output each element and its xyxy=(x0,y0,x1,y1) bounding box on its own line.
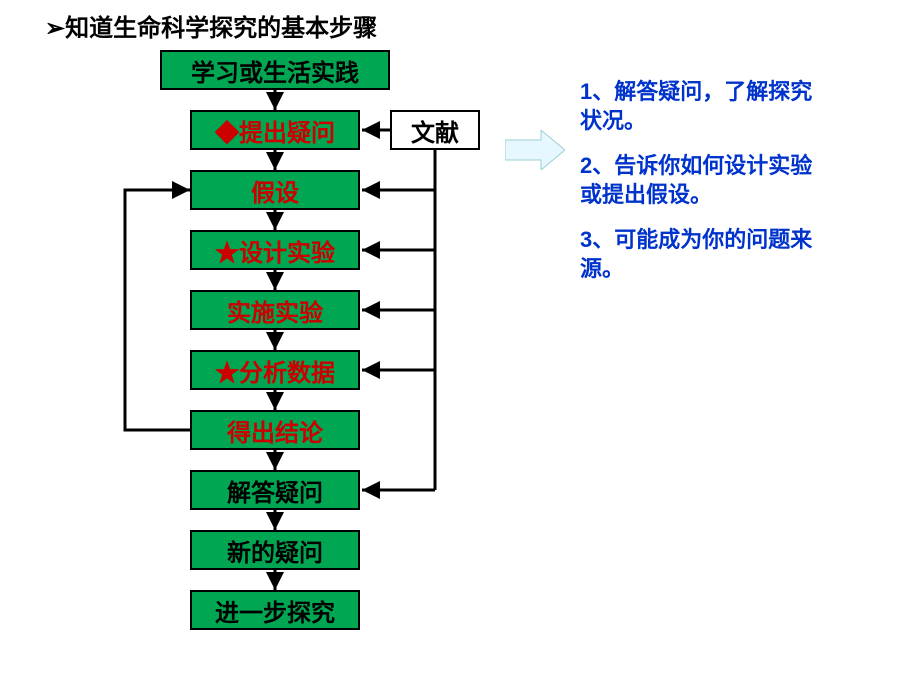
flow-node-n3: ★设计实验 xyxy=(190,230,360,270)
flow-node-label: 学习或生活实践 xyxy=(191,53,359,88)
flow-node-label: 得出结论 xyxy=(227,413,323,448)
literature-label: 文献 xyxy=(411,113,459,148)
flow-node-label: 假设 xyxy=(251,173,299,208)
note-3: 3、可能成为你的问题来源。 xyxy=(580,226,830,283)
flow-node-n8: 新的疑问 xyxy=(190,530,360,570)
flow-node-n7: 解答疑问 xyxy=(190,470,360,510)
flow-node-label: ◆提出疑问 xyxy=(215,113,335,148)
flow-node-label: 进一步探究 xyxy=(215,593,335,628)
flow-node-label: 新的疑问 xyxy=(227,533,323,568)
page-title: ➢知道生命科学探究的基本步骤 xyxy=(45,8,377,43)
flow-node-n2: 假设 xyxy=(190,170,360,210)
flow-node-n4: 实施实验 xyxy=(190,290,360,330)
title-bullet: ➢ xyxy=(45,15,65,42)
flow-node-label: 实施实验 xyxy=(227,293,323,328)
literature-box: 文献 xyxy=(390,110,480,150)
flow-node-label: ★分析数据 xyxy=(215,353,335,388)
flow-node-n6: 得出结论 xyxy=(190,410,360,450)
title-text: 知道生命科学探究的基本步骤 xyxy=(65,15,377,42)
note-2: 2、告诉你如何设计实验或提出假设。 xyxy=(580,152,830,209)
flow-node-n5: ★分析数据 xyxy=(190,350,360,390)
flow-node-n9: 进一步探究 xyxy=(190,590,360,630)
flow-node-n1: ◆提出疑问 xyxy=(190,110,360,150)
flow-node-label: 解答疑问 xyxy=(227,473,323,508)
flow-node-n0: 学习或生活实践 xyxy=(160,50,390,90)
pointer-arrow-icon xyxy=(505,130,565,170)
note-1: 1、解答疑问，了解探究状况。 xyxy=(580,78,830,135)
flow-node-label: ★设计实验 xyxy=(215,233,335,268)
